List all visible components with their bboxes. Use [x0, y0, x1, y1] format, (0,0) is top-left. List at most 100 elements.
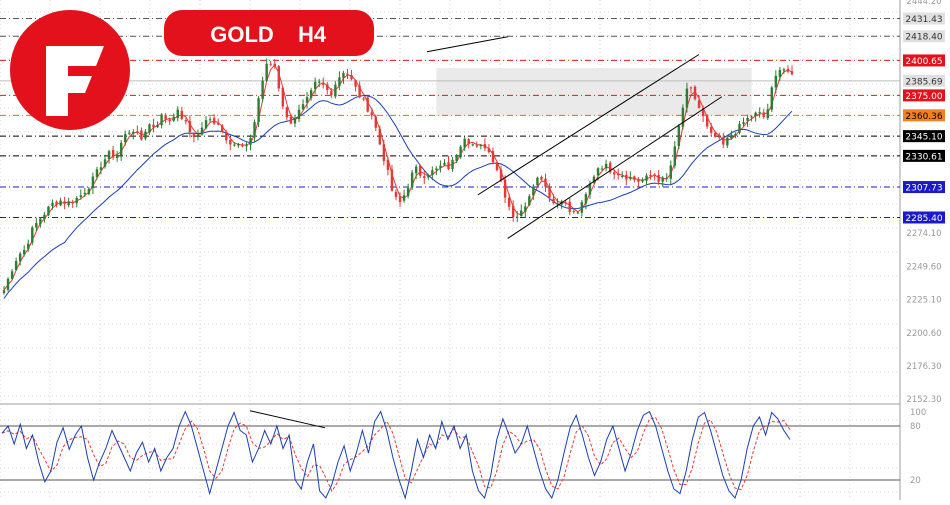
candle-body	[709, 127, 713, 133]
candle-body	[196, 134, 200, 136]
candle-body	[269, 63, 272, 65]
level-tag-label: 2307.73	[905, 184, 942, 194]
candle-body	[67, 201, 70, 206]
symbol-label: GOLD	[210, 22, 274, 47]
candle-body	[350, 75, 353, 80]
osc-top-label: 100	[910, 408, 926, 418]
candle-body	[91, 176, 95, 189]
candle-body	[225, 132, 228, 141]
price-tick-label: 2200.60	[906, 329, 941, 339]
price-tick-label: 2444.20	[906, 0, 941, 7]
candle-body	[770, 87, 774, 110]
candle-body	[305, 97, 309, 103]
candle-body	[382, 144, 386, 161]
candle-body	[119, 142, 123, 156]
candle-body	[261, 80, 264, 99]
candle-body	[487, 148, 491, 153]
candle-body	[366, 97, 369, 112]
candle-body	[548, 186, 551, 198]
ma-line-slow	[3, 94, 793, 299]
candle-body	[447, 162, 450, 169]
level-tag-label: 2431.43	[905, 15, 942, 25]
candle-body	[273, 63, 276, 67]
candle-body	[79, 195, 82, 197]
candle-body	[612, 172, 616, 175]
level-tag-label: 2418.40	[905, 33, 942, 43]
candle-body	[705, 115, 709, 127]
candle-body	[168, 119, 171, 122]
candle-body	[386, 159, 390, 170]
candle-body	[568, 201, 571, 212]
candle-body	[378, 128, 382, 145]
candle-body	[309, 90, 313, 98]
candle-body	[63, 201, 66, 204]
stochastic-signal-line	[1, 417, 791, 493]
candle-body	[111, 149, 115, 158]
candle-body	[390, 169, 394, 191]
candle-body	[281, 87, 285, 107]
candle-body	[701, 107, 705, 117]
candle-body	[184, 120, 188, 122]
candle-body	[317, 81, 321, 83]
candle-body	[419, 165, 422, 176]
candle-body	[467, 139, 470, 144]
timeframe-label: H4	[298, 22, 327, 47]
candle-body	[596, 168, 600, 176]
candle-body	[697, 100, 701, 108]
candle-body	[334, 84, 337, 97]
candle-body	[107, 151, 111, 160]
title-badge-bg	[164, 10, 374, 56]
candle-body	[661, 177, 664, 182]
candle-body	[144, 131, 147, 139]
candle-body	[669, 165, 672, 179]
candle-body	[455, 156, 458, 161]
candle-body	[677, 125, 681, 147]
candle-body	[633, 176, 636, 180]
candle-body	[685, 88, 689, 108]
candle-body	[277, 66, 281, 89]
candle-body	[322, 82, 325, 85]
candle-body	[103, 159, 107, 167]
candle-body	[229, 140, 232, 145]
candle-body	[645, 175, 648, 181]
candle-body	[471, 144, 474, 146]
level-tag	[903, 74, 945, 87]
candle-body	[742, 122, 745, 125]
candle-body	[188, 120, 192, 133]
candle-body	[358, 85, 361, 98]
candle-body	[87, 188, 91, 195]
candle-body	[257, 98, 260, 123]
candle-body	[233, 144, 236, 146]
candle-body	[160, 114, 163, 126]
candle-body	[608, 162, 612, 173]
price-axis: 2152.30 2176.30 2200.60 2225.10 2249.60 2274.…	[906, 0, 941, 405]
candle-body	[132, 131, 135, 134]
price-tick-label: 2176.30	[906, 362, 941, 372]
osc-level-label: 20	[910, 476, 921, 486]
candle-body	[507, 198, 511, 207]
candle-body	[604, 163, 608, 169]
level-tag	[903, 30, 945, 43]
grid	[0, 0, 901, 500]
candle-body	[588, 183, 592, 195]
candle-body	[629, 177, 632, 179]
candle-body	[556, 203, 559, 205]
moving-averages	[3, 64, 793, 299]
candle-body	[584, 194, 588, 204]
candle-body	[128, 132, 131, 134]
candle-body	[59, 200, 62, 206]
candle-body	[621, 175, 624, 177]
candles	[2, 58, 794, 295]
candle-body	[681, 107, 685, 127]
candle-body	[766, 109, 769, 119]
candle-body	[483, 144, 487, 149]
candle-body	[410, 172, 414, 188]
candle-body	[156, 125, 159, 128]
candle-body	[754, 112, 757, 117]
candle-body	[330, 91, 333, 96]
candle-body	[734, 134, 737, 136]
candle-body	[241, 145, 244, 147]
candle-body	[394, 191, 398, 197]
candle-body	[786, 68, 790, 72]
candle-body	[564, 202, 567, 204]
